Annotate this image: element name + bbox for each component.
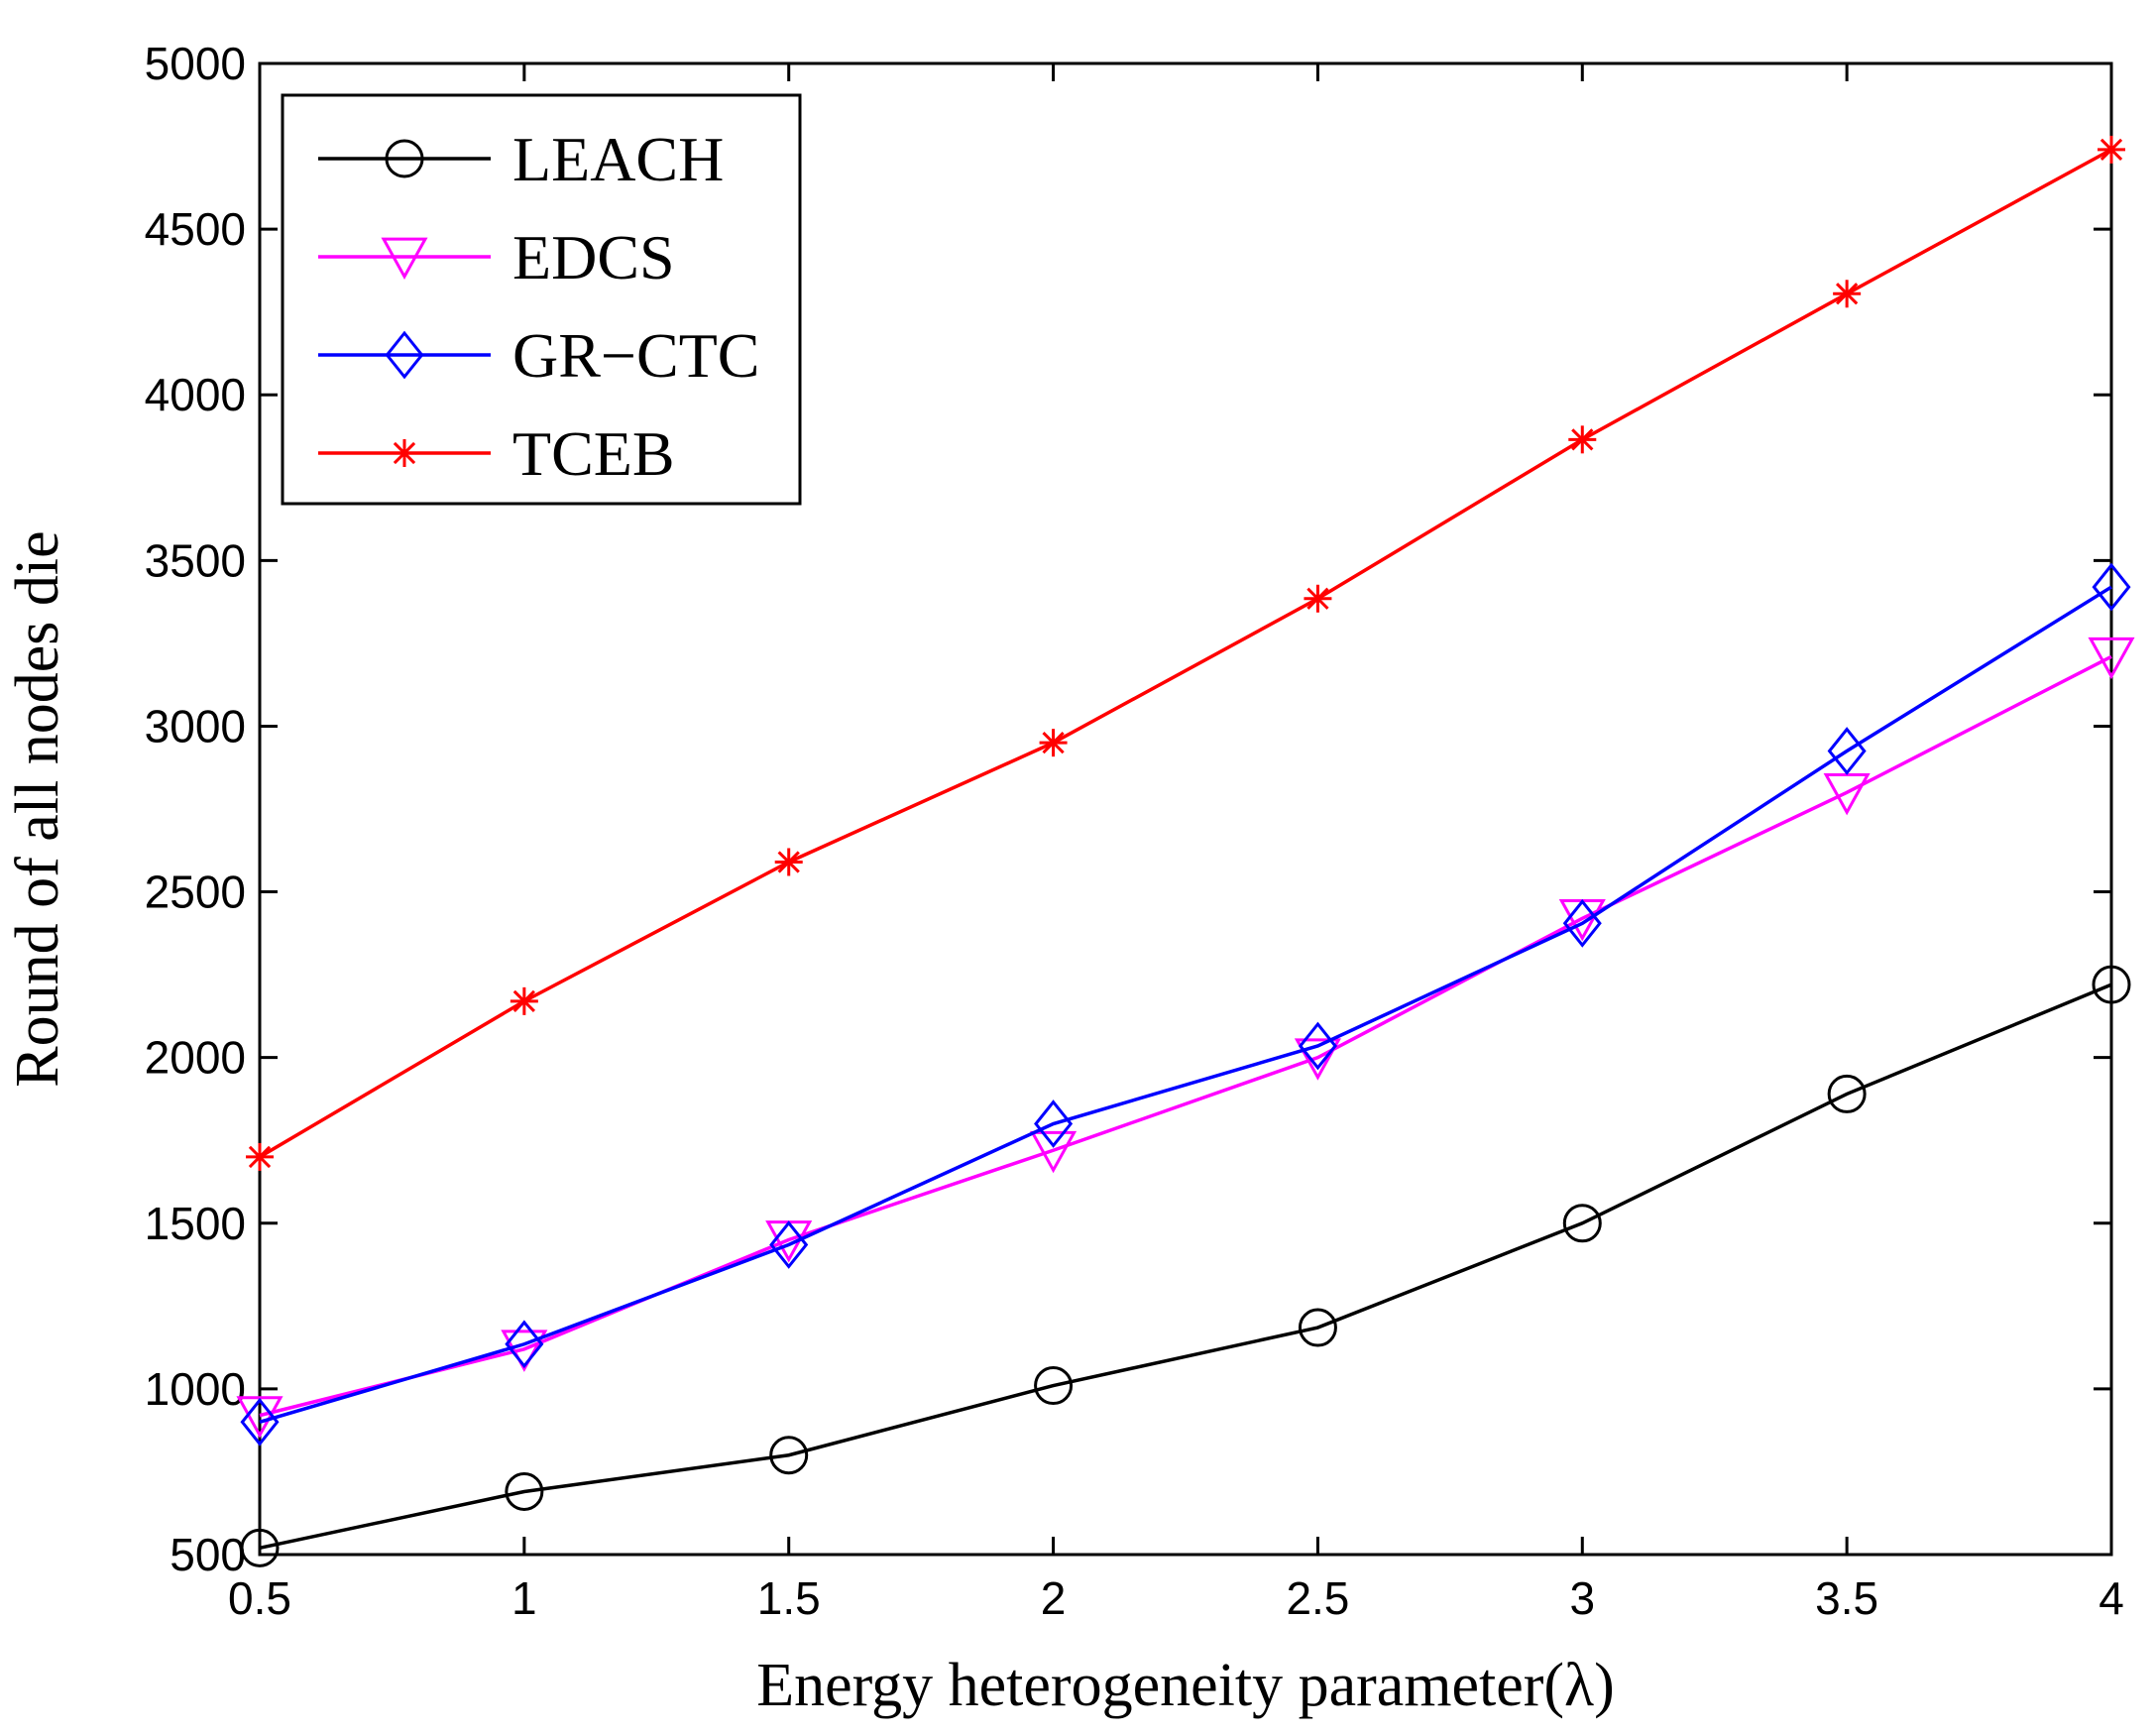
data-point-leach: [1298, 1308, 1337, 1347]
legend-entry-leach: LEACH: [318, 124, 724, 194]
y-tick-label: 4000: [145, 369, 246, 420]
data-point-edcs: [1030, 1130, 1078, 1174]
legend-box: [281, 93, 802, 506]
data-point-leach: [1034, 1366, 1074, 1406]
series-tceb: [246, 135, 2125, 1171]
x-tick-label: 1.5: [757, 1572, 821, 1624]
data-point-leach: [769, 1436, 809, 1475]
y-tick-label: 2000: [145, 1032, 246, 1084]
y-tick-label: 3500: [145, 534, 246, 586]
data-point-tceb: [774, 848, 803, 876]
data-point-leach: [1562, 1204, 1602, 1243]
legend-entry-tceb: TCEB: [318, 418, 675, 489]
data-point-gr-ctc: [240, 1397, 280, 1447]
data-point-tceb: [2098, 135, 2125, 164]
series-line-edcs: [259, 654, 2112, 1418]
x-tick-label: 0.5: [228, 1572, 291, 1624]
legend-entry-edcs: EDCS: [318, 222, 675, 292]
data-point-gr-ctc: [1562, 898, 1602, 948]
data-point-gr-ctc: [1298, 1021, 1337, 1071]
data-point-tceb: [246, 1142, 274, 1171]
data-point-leach: [240, 1528, 280, 1567]
series-leach: [240, 965, 2131, 1567]
data-point-edcs: [2088, 637, 2135, 680]
legend-entry-gr-ctc: GR−CTC: [318, 320, 759, 391]
y-tick-label: 2500: [145, 867, 246, 918]
x-tick-label: 2: [1041, 1572, 1067, 1624]
legend: LEACH EDCS GR−CTC TCEB: [281, 93, 802, 506]
data-point-edcs: [501, 1330, 548, 1372]
data-point-gr-ctc: [769, 1220, 809, 1269]
y-tick-label: 500: [170, 1529, 246, 1580]
legend-marker-gr-ctc: [385, 330, 424, 380]
data-point-leach: [2092, 965, 2131, 1004]
data-point-tceb: [1039, 729, 1068, 757]
legend-label-gr-ctc: GR−CTC: [512, 320, 759, 391]
data-point-gr-ctc: [1034, 1099, 1074, 1148]
data-point-tceb: [510, 986, 538, 1015]
series-line-tceb: [259, 148, 2112, 1159]
y-tick-label: 1500: [145, 1198, 246, 1249]
data-point-gr-ctc: [505, 1320, 544, 1369]
x-tick-label: 3: [1569, 1572, 1595, 1624]
legend-label-edcs: EDCS: [512, 222, 675, 292]
data-point-gr-ctc: [2092, 562, 2131, 612]
y-tick-label: 1000: [145, 1363, 246, 1415]
x-tick-label: 3.5: [1815, 1572, 1878, 1624]
legend-label-tceb: TCEB: [512, 418, 675, 489]
series-layer: [236, 135, 2135, 1567]
legend-label-leach: LEACH: [512, 124, 724, 194]
series-line-gr-ctc: [259, 585, 2112, 1424]
series-gr-ctc: [240, 562, 2131, 1447]
y-tick-label: 4500: [145, 203, 246, 255]
x-tick-label: 4: [2099, 1572, 2124, 1624]
x-axis-label: Energy heterogeneity parameter(λ): [756, 1652, 1615, 1719]
data-point-tceb: [1304, 584, 1332, 613]
axis-ticks: 0.5 1 1.5 2 2.5 3 3.5 4500100015002000250030003…: [145, 38, 2124, 1624]
data-point-tceb: [1568, 425, 1597, 454]
data-point-edcs: [1294, 1038, 1341, 1081]
y-axis-label: Round of all nodes die: [4, 530, 71, 1087]
data-point-leach: [1827, 1074, 1867, 1113]
x-tick-label: 1: [511, 1572, 537, 1624]
y-tick-label: 5000: [145, 38, 246, 89]
data-point-edcs: [236, 1396, 284, 1439]
y-tick-label: 3000: [145, 700, 246, 752]
data-point-gr-ctc: [1827, 727, 1867, 775]
data-point-leach: [505, 1471, 544, 1511]
x-tick-label: 2.5: [1286, 1572, 1349, 1624]
data-point-tceb: [1833, 280, 1862, 308]
legend-marker-edcs: [381, 237, 428, 281]
legend-marker-leach: [385, 139, 424, 178]
series-line-leach: [259, 983, 2112, 1551]
legend-marker-tceb: [391, 439, 418, 467]
